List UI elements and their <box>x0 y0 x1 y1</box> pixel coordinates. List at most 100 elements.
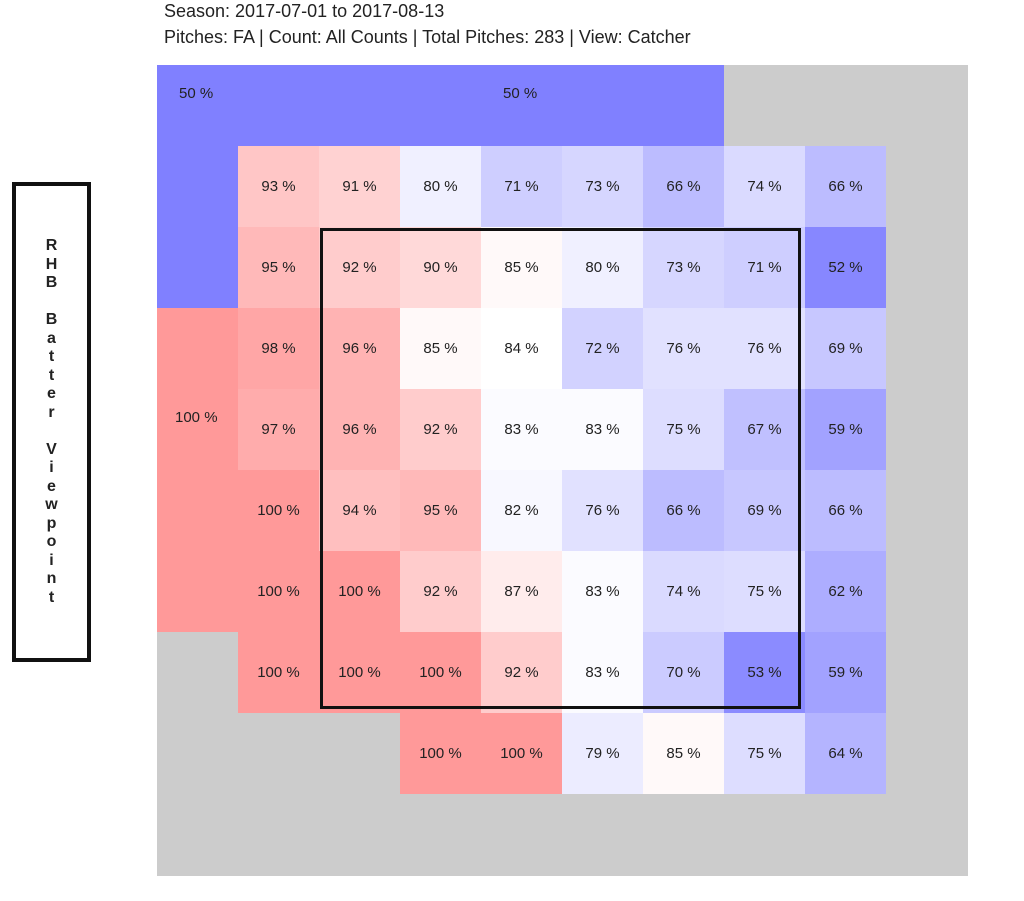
heatmap-cell: 75 % <box>724 551 805 632</box>
heatmap-cell-label: 73 % <box>585 178 620 195</box>
heatmap-cell-label: 80 % <box>585 259 620 276</box>
heatmap-cell-label: 92 % <box>423 421 458 438</box>
heatmap-cell-label: 100 % <box>338 583 381 600</box>
heatmap-cell-label: 59 % <box>828 421 863 438</box>
heatmap-cell-label: 79 % <box>585 745 620 762</box>
heatmap-cell: 83 % <box>562 551 643 632</box>
heatmap-cell-label: 52 % <box>828 259 863 276</box>
heatmap-cell-label: 95 % <box>423 502 458 519</box>
heatmap-cell: 59 % <box>805 632 886 713</box>
heatmap-cell-label: 66 % <box>666 178 701 195</box>
heatmap-cell: 100 % <box>400 632 481 713</box>
heatmap-cell-label: 71 % <box>747 259 782 276</box>
heatmap-cell-label: 85 % <box>423 340 458 357</box>
heatmap-cell-label: 74 % <box>747 178 782 195</box>
heatmap-cell: 100 % <box>238 632 319 713</box>
season-label: Season: 2017-07-01 to 2017-08-13 <box>164 1 445 21</box>
heatmap-cell: 92 % <box>319 227 400 308</box>
heatmap-cell: 73 % <box>643 227 724 308</box>
heatmap-cell: 100 % <box>481 713 562 794</box>
batter-viewpoint-box: R H B B a t t e r V i e w p o i n t <box>12 182 91 662</box>
heatmap-cell-label: 74 % <box>666 583 701 600</box>
heatmap-cell: 87 % <box>481 551 562 632</box>
outer-region-top-label: 50 % <box>503 85 538 102</box>
heatmap-cell: 92 % <box>481 632 562 713</box>
heatmap-cell: 66 % <box>805 146 886 227</box>
heatmap-cell: 69 % <box>724 470 805 551</box>
heatmap-cell: 90 % <box>400 227 481 308</box>
heatmap-cell: 53 % <box>724 632 805 713</box>
heatmap-cell: 91 % <box>319 146 400 227</box>
heatmap-cell: 100 % <box>319 551 400 632</box>
heatmap-cell: 83 % <box>562 632 643 713</box>
heatmap-cell: 95 % <box>238 227 319 308</box>
heatmap-cell: 74 % <box>724 146 805 227</box>
heatmap-cell: 71 % <box>724 227 805 308</box>
heatmap-cell-label: 75 % <box>666 421 701 438</box>
heatmap-cell-label: 98 % <box>261 340 296 357</box>
heatmap-cell-label: 59 % <box>828 664 863 681</box>
heatmap-cell: 85 % <box>400 308 481 389</box>
heatmap-cell-label: 70 % <box>666 664 701 681</box>
heatmap-cell-label: 83 % <box>585 583 620 600</box>
heatmap-cell-label: 75 % <box>747 745 782 762</box>
heatmap-cell: 100 % <box>319 632 400 713</box>
outer-region-left-label: 100 % <box>175 409 218 426</box>
heatmap-cell-label: 83 % <box>585 664 620 681</box>
heatmap-cell-label: 87 % <box>504 583 539 600</box>
heatmap-cell: 76 % <box>643 308 724 389</box>
heatmap-cell: 83 % <box>481 389 562 470</box>
heatmap-cell: 66 % <box>643 470 724 551</box>
heatmap-cell-label: 73 % <box>666 259 701 276</box>
heatmap-cell-label: 90 % <box>423 259 458 276</box>
heatmap-cell: 70 % <box>643 632 724 713</box>
heatmap-cell: 52 % <box>805 227 886 308</box>
heatmap-cell-label: 71 % <box>504 178 539 195</box>
heatmap-cell-label: 76 % <box>747 340 782 357</box>
heatmap-cell-label: 72 % <box>585 340 620 357</box>
heatmap-cell-label: 100 % <box>338 664 381 681</box>
heatmap-cell: 69 % <box>805 308 886 389</box>
heatmap-cell: 93 % <box>238 146 319 227</box>
heatmap-cell: 71 % <box>481 146 562 227</box>
strike-zone-box <box>320 228 801 709</box>
heatmap-cell: 96 % <box>319 308 400 389</box>
heatmap-cell-label: 92 % <box>342 259 377 276</box>
heatmap-cell-label: 84 % <box>504 340 539 357</box>
heatmap-cell: 82 % <box>481 470 562 551</box>
heatmap-cell: 92 % <box>400 389 481 470</box>
heatmap-cell: 76 % <box>562 470 643 551</box>
heatmap-cell: 100 % <box>238 551 319 632</box>
heatmap-cell: 75 % <box>643 389 724 470</box>
heatmap-cell-label: 82 % <box>504 502 539 519</box>
heatmap-cell: 76 % <box>724 308 805 389</box>
heatmap-cell: 64 % <box>805 713 886 794</box>
heatmap-cell: 62 % <box>805 551 886 632</box>
heatmap-cell: 85 % <box>481 227 562 308</box>
heatmap-cell: 73 % <box>562 146 643 227</box>
heatmap-cell-label: 91 % <box>342 178 377 195</box>
heatmap-cell: 67 % <box>724 389 805 470</box>
heatmap: 50 % 50 % 100 % 93 % 91 % 80 % 71 % 73 % 66 %… <box>157 65 968 876</box>
heatmap-cell-label: 75 % <box>747 583 782 600</box>
heatmap-cell: 84 % <box>481 308 562 389</box>
heatmap-cell-label: 67 % <box>747 421 782 438</box>
heatmap-cell-label: 62 % <box>828 583 863 600</box>
heatmap-cell-label: 64 % <box>828 745 863 762</box>
heatmap-cell: 80 % <box>400 146 481 227</box>
heatmap-cell: 96 % <box>319 389 400 470</box>
heatmap-cell-label: 76 % <box>585 502 620 519</box>
heatmap-cell-label: 96 % <box>342 340 377 357</box>
heatmap-cell-label: 69 % <box>828 340 863 357</box>
heatmap-cell-label: 92 % <box>423 583 458 600</box>
heatmap-cell-label: 100 % <box>257 583 300 600</box>
heatmap-cell-label: 100 % <box>257 502 300 519</box>
heatmap-cell-label: 85 % <box>666 745 701 762</box>
heatmap-cell-label: 66 % <box>666 502 701 519</box>
heatmap-cell-label: 97 % <box>261 421 296 438</box>
heatmap-cell: 100 % <box>400 713 481 794</box>
heatmap-cell: 79 % <box>562 713 643 794</box>
heatmap-cell-label: 92 % <box>504 664 539 681</box>
pitch-summary-label: Pitches: FA | Count: All Counts | Total … <box>164 27 691 47</box>
heatmap-cell-label: 94 % <box>342 502 377 519</box>
